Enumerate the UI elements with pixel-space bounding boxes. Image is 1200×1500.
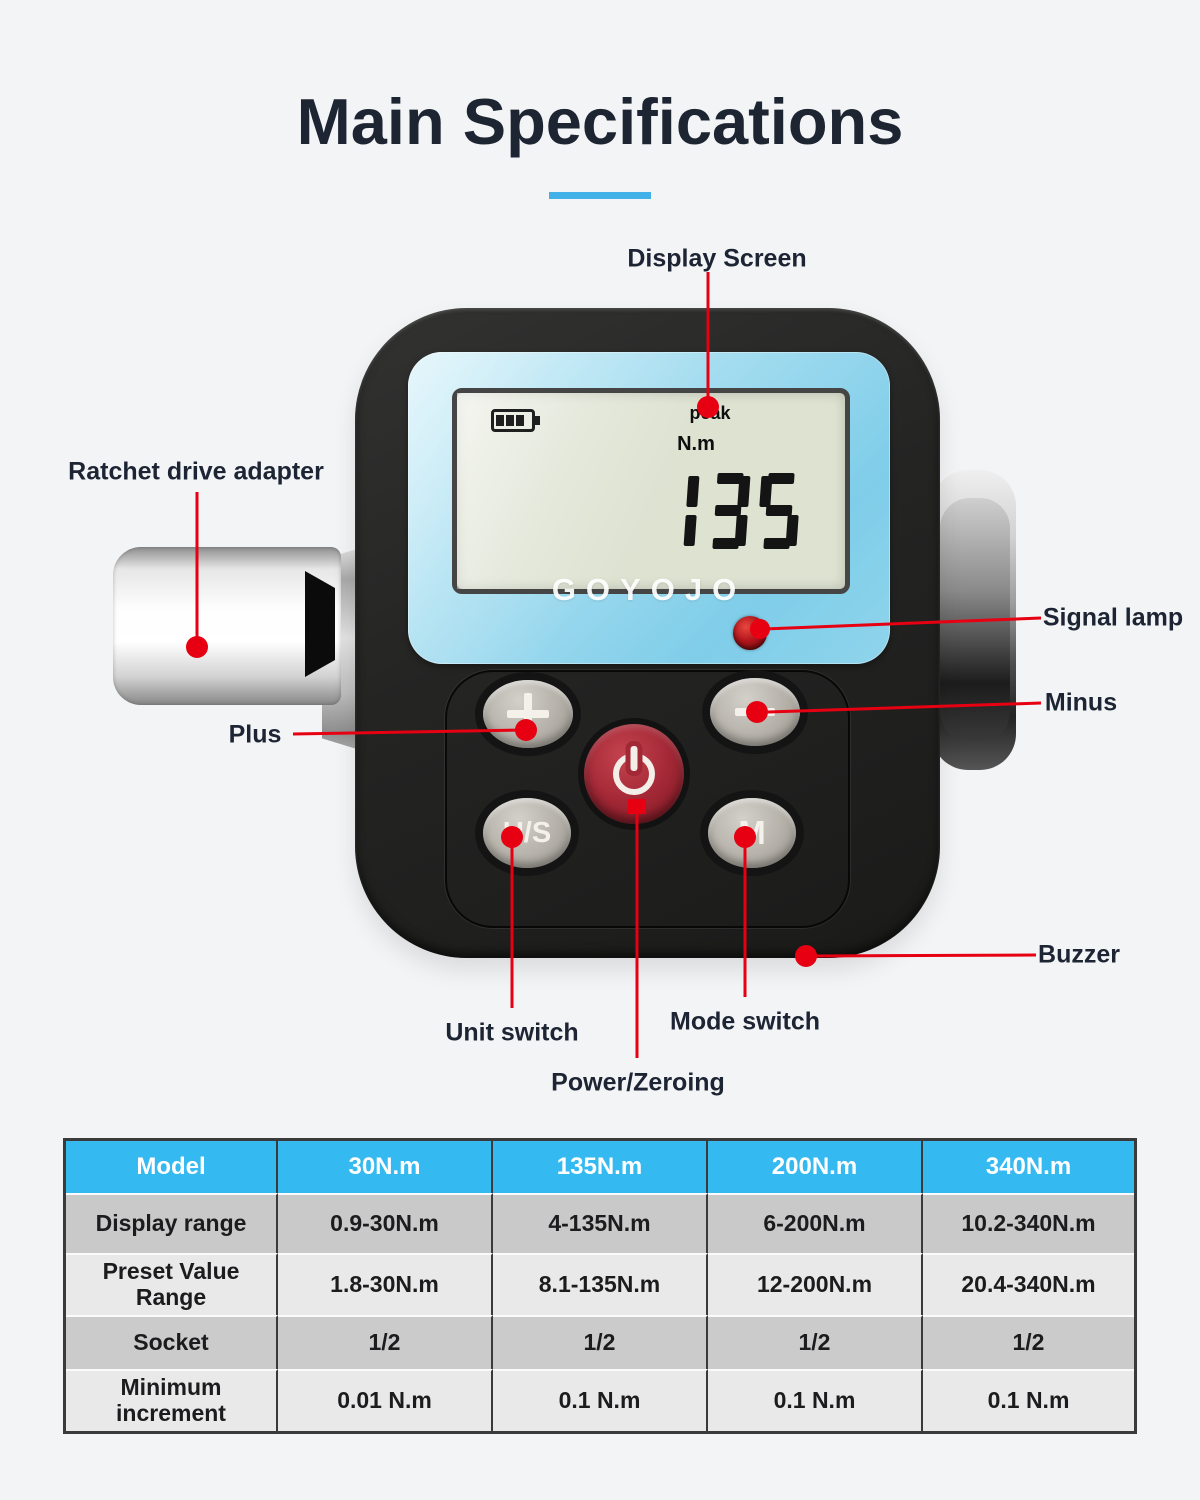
spec-cell-min-increment-340: 0.1 N.m: [923, 1369, 1134, 1431]
spec-cell-preset-range-135: 8.1-135N.m: [493, 1253, 708, 1315]
spec-header-200nm: 200N.m: [708, 1141, 923, 1193]
keypad-outline: [445, 670, 850, 928]
spec-cell-preset-range-30: 1.8-30N.m: [278, 1253, 493, 1315]
spec-table: Model 30N.m 135N.m 200N.m 340N.m Display…: [63, 1138, 1137, 1434]
spec-cell-preset-range-200: 12-200N.m: [708, 1253, 923, 1315]
unit-switch-button: U/S: [483, 798, 571, 868]
callout-label-mode-switch: Mode switch: [669, 1007, 821, 1036]
spec-cell-display-range-135: 4-135N.m: [493, 1193, 708, 1253]
ratchet-drive-adapter: [113, 547, 341, 705]
mode-button: M: [708, 798, 796, 868]
spec-header-model: Model: [66, 1141, 278, 1193]
callout-label-plus: Plus: [228, 720, 282, 749]
spec-row-label-preset-range: Preset Value Range: [66, 1253, 278, 1315]
spec-header-30nm: 30N.m: [278, 1141, 493, 1193]
callout-label-ratchet-drive-adapter: Ratchet drive adapter: [68, 457, 324, 486]
brand-logo: GOYOJO: [551, 572, 747, 607]
spec-cell-min-increment-135: 0.1 N.m: [493, 1369, 708, 1431]
spec-cell-display-range-340: 10.2-340N.m: [923, 1193, 1134, 1253]
title-underline: [549, 192, 651, 199]
callout-label-display-screen: Display Screen: [627, 244, 807, 273]
callout-label-signal-lamp: Signal lamp: [1042, 603, 1184, 632]
spec-cell-min-increment-200: 0.1 N.m: [708, 1369, 923, 1431]
mode-button-label: M: [738, 814, 766, 851]
spec-header-135nm: 135N.m: [493, 1141, 708, 1193]
minus-button: [710, 678, 800, 746]
callout-label-unit-switch: Unit switch: [445, 1018, 579, 1047]
lcd-unit-label: N.m: [677, 433, 715, 455]
callout-label-minus: Minus: [1044, 688, 1118, 717]
callout-label-buzzer: Buzzer: [1038, 940, 1120, 969]
spec-cell-socket-200: 1/2: [708, 1315, 923, 1369]
lcd-screen: peak N.m: [452, 388, 850, 594]
minus-icon: [735, 708, 775, 716]
page-title: Main Specifications: [296, 85, 904, 158]
spec-row-label-min-increment: Minimum increment: [66, 1369, 278, 1431]
power-icon-bar: [630, 746, 638, 771]
spec-row-label-display-range: Display range: [66, 1193, 278, 1253]
unit-switch-button-label: U/S: [502, 816, 552, 849]
spec-row-label-socket: Socket: [66, 1315, 278, 1369]
spec-cell-socket-30: 1/2: [278, 1315, 493, 1369]
device-face-panel: peak N.m GOYOJO: [408, 352, 890, 664]
lcd-digit: [756, 473, 801, 549]
lcd-value: [654, 473, 801, 549]
lcd-digit: [654, 473, 700, 549]
plus-icon: [507, 693, 549, 735]
spec-cell-min-increment-30: 0.01 N.m: [278, 1369, 493, 1431]
output-socket-core: [940, 498, 1010, 742]
spec-cell-socket-135: 1/2: [493, 1315, 708, 1369]
callout-label-power-zeroing: Power/Zeroing: [551, 1068, 725, 1097]
spec-cell-preset-range-340: 20.4-340N.m: [923, 1253, 1134, 1315]
signal-lamp-led: [733, 616, 767, 650]
plus-button: [483, 680, 573, 748]
battery-icon: [491, 409, 540, 432]
torque-adapter-body: peak N.m GOYOJO U/S M: [355, 308, 940, 958]
power-button: [584, 724, 684, 824]
square-drive-hole: [305, 571, 335, 677]
lcd-digit: [705, 473, 751, 549]
spec-header-340nm: 340N.m: [923, 1141, 1134, 1193]
spec-cell-display-range-200: 6-200N.m: [708, 1193, 923, 1253]
spec-cell-display-range-30: 0.9-30N.m: [278, 1193, 493, 1253]
output-socket: [932, 470, 1016, 770]
spec-cell-socket-340: 1/2: [923, 1315, 1134, 1369]
lcd-peak-label: peak: [689, 403, 731, 423]
power-icon: [613, 746, 655, 795]
